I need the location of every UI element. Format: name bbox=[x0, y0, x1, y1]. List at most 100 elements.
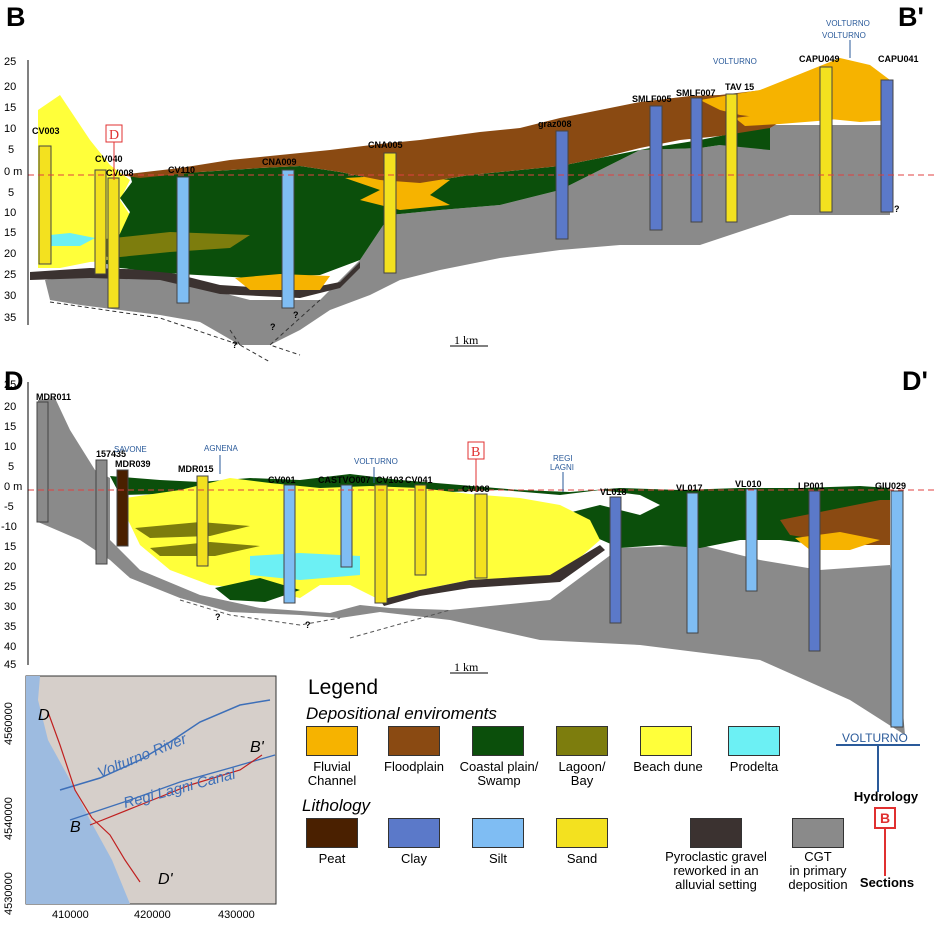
label-coastal: Coastal plain/Swamp bbox=[459, 759, 539, 788]
tick-label: 20 bbox=[4, 81, 16, 93]
swatch-peat bbox=[306, 818, 358, 848]
location-map: D B' B D' Volturno River Regi Lagni Cana… bbox=[3, 675, 277, 921]
tick-label: 35 bbox=[4, 312, 16, 324]
borehole-lp001 bbox=[808, 490, 821, 652]
hydrology-sample-label: VOLTURNO bbox=[842, 731, 908, 745]
map-trace-d bbox=[47, 711, 141, 883]
borehole-smlf005 bbox=[649, 105, 663, 231]
label-vl017: VL017 bbox=[676, 483, 703, 493]
label-prodelta: Prodelta bbox=[729, 759, 779, 774]
map-label-b: B bbox=[70, 819, 81, 836]
map-ytick: 4530000 bbox=[3, 872, 15, 915]
scale-label-b: 1 km bbox=[454, 333, 479, 347]
scale-label-d: 1 km bbox=[454, 660, 479, 674]
tick-label: -5 bbox=[4, 501, 14, 513]
river-label: REGI bbox=[553, 454, 573, 463]
question-mark: ? bbox=[894, 204, 900, 214]
borehole-graz008 bbox=[555, 130, 569, 240]
swatch-sand bbox=[556, 818, 608, 848]
section-b: 25 20 15 10 5 0 m 5 10 15 20 25 30 35 B … bbox=[4, 2, 935, 363]
volturno-river bbox=[59, 699, 271, 791]
label-floodplain: Floodplain bbox=[384, 759, 444, 774]
regi-lagni-canal bbox=[69, 754, 276, 821]
cgt-body-d bbox=[38, 398, 905, 735]
river-label: LAGNI bbox=[550, 463, 574, 472]
borehole-cna005 bbox=[383, 152, 397, 274]
borehole-157435 bbox=[95, 459, 108, 565]
map-label-d: D bbox=[38, 707, 50, 724]
tick-label: 30 bbox=[4, 290, 16, 302]
question-mark: ? bbox=[305, 620, 311, 630]
tick-label: 5 bbox=[8, 461, 14, 473]
borehole-cv001 bbox=[283, 484, 296, 604]
label-mdr011: MDR011 bbox=[36, 392, 71, 402]
dashed-base-d bbox=[179, 599, 451, 639]
map-xtick: 420000 bbox=[134, 909, 171, 921]
borehole-mdr011 bbox=[36, 401, 49, 523]
swatch-lagoon bbox=[556, 726, 608, 756]
section-marker-b-text: B bbox=[471, 445, 480, 460]
swatch-silt bbox=[472, 818, 524, 848]
label-lp001: LP001 bbox=[798, 481, 825, 491]
borehole-cv040 bbox=[94, 169, 107, 275]
label-capu049: CAPU049 bbox=[799, 54, 840, 64]
section-d-right-label: D' bbox=[902, 366, 928, 396]
borehole-giu029 bbox=[890, 490, 904, 728]
tick-label: 10 bbox=[4, 207, 16, 219]
legend-title: Legend bbox=[308, 676, 379, 699]
question-mark: ? bbox=[293, 310, 299, 320]
swatch-floodplain bbox=[388, 726, 440, 756]
prodelta-lens-b bbox=[40, 233, 95, 246]
tick-label: 15 bbox=[4, 227, 16, 239]
swatch-pyro bbox=[690, 818, 742, 848]
map-label-b-prime: B' bbox=[250, 739, 265, 756]
lagoon-wedge-d-3 bbox=[215, 578, 300, 602]
label-smlf005: SMLF005 bbox=[632, 94, 672, 104]
tick-label: -10 bbox=[1, 521, 17, 533]
prodelta-lens-d bbox=[250, 553, 360, 580]
label-157435: 157435 bbox=[96, 449, 126, 459]
swatch-cgt bbox=[792, 818, 844, 848]
borehole-cv003 bbox=[38, 145, 52, 265]
river-label: VOLTURNO bbox=[713, 57, 757, 66]
boreholes-d bbox=[36, 401, 904, 728]
river-label: VOLTURNO bbox=[822, 31, 866, 40]
swatch-coastal bbox=[472, 726, 524, 756]
section-d: 25 20 15 10 5 0 m -5 -10 15 20 25 30 35 … bbox=[1, 366, 935, 735]
label-cv040: CV040 bbox=[95, 154, 123, 164]
label-cv103: CV103 bbox=[376, 475, 404, 485]
map-xtick: 430000 bbox=[218, 909, 255, 921]
swatch-beach bbox=[640, 726, 692, 756]
label-pyro: Pyroclastic gravel reworked in an alluvial… bbox=[665, 849, 767, 892]
sea-area bbox=[26, 676, 130, 904]
borehole-tav15 bbox=[725, 93, 738, 223]
tick-label: 30 bbox=[4, 601, 16, 613]
borehole-cna009 bbox=[281, 169, 295, 309]
river-label: AGNENA bbox=[204, 444, 238, 453]
map-label-d-prime: D' bbox=[158, 871, 174, 888]
swatch-prodelta bbox=[728, 726, 780, 756]
label-cv001: CV001 bbox=[268, 475, 296, 485]
label-beach: Beach dune bbox=[633, 759, 703, 774]
section-marker-d-text: D bbox=[109, 128, 119, 143]
borehole-vl010 bbox=[745, 488, 758, 592]
label-cna005: CNA005 bbox=[368, 140, 403, 150]
label-tav15: TAV 15 bbox=[725, 82, 754, 92]
borehole-cv103 bbox=[374, 484, 388, 604]
lagoon-wedge-d-1 bbox=[135, 522, 250, 538]
tick-label: 15 bbox=[4, 421, 16, 433]
map-xtick: 410000 bbox=[52, 909, 89, 921]
river-label: SAVONE bbox=[114, 445, 147, 454]
borehole-vl017 bbox=[686, 492, 699, 634]
river-label: VOLTURNO bbox=[826, 19, 870, 28]
legend-dep-title: Depositional enviroments bbox=[306, 704, 497, 723]
tick-label: 25 bbox=[4, 269, 16, 281]
question-mark: ? bbox=[215, 612, 221, 622]
section-b-left-label: B bbox=[6, 2, 26, 32]
swatch-fluvial bbox=[306, 726, 358, 756]
label-castvo007: CASTVO007 bbox=[318, 475, 371, 485]
borehole-cv008 bbox=[107, 177, 120, 309]
label-smlf007: SMLF007 bbox=[676, 88, 716, 98]
tick-label: 25 bbox=[4, 581, 16, 593]
